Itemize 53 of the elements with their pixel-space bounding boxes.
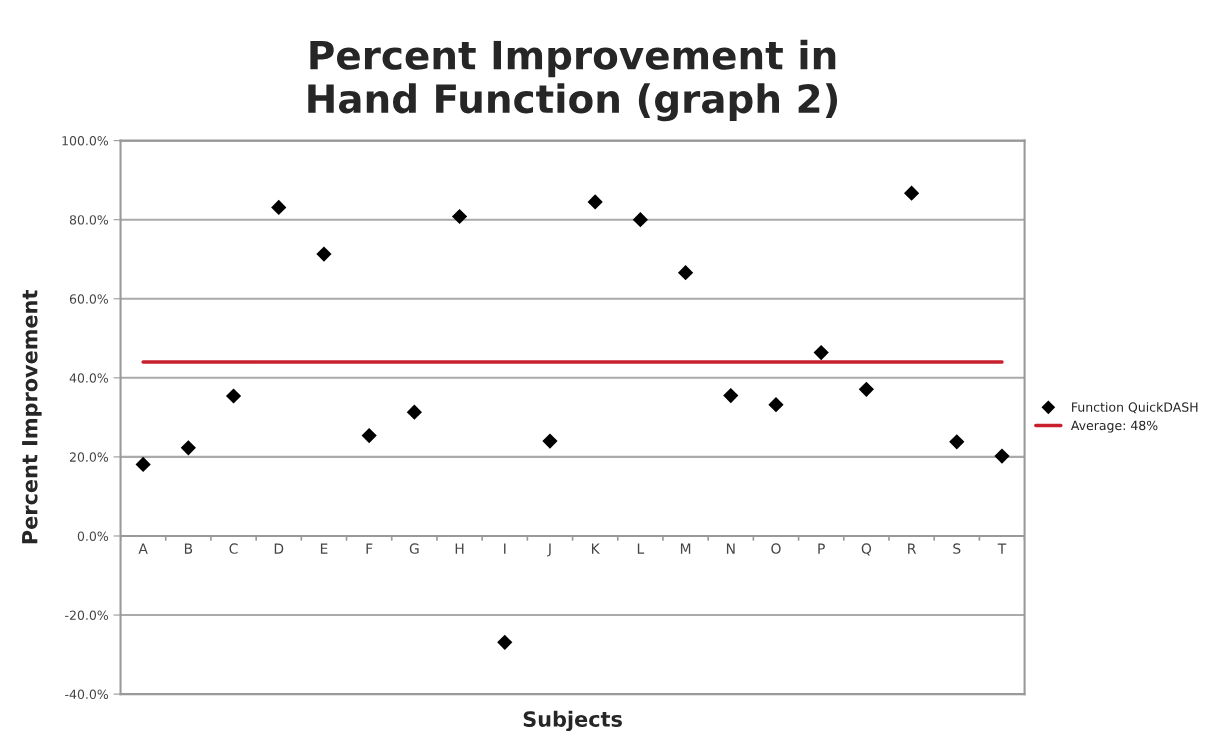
point xyxy=(497,634,513,650)
y-tick-label: 0.0% xyxy=(77,531,109,541)
x-tick-label: L xyxy=(637,543,645,554)
point xyxy=(271,199,287,216)
y-tick-label: -20.0% xyxy=(65,610,109,620)
point xyxy=(361,427,377,444)
x-tick-label: Q xyxy=(861,543,872,556)
y-tick-label: 20.0% xyxy=(69,452,109,462)
x-tick-label: H xyxy=(455,543,464,554)
y-tick-label: 80.0% xyxy=(69,215,109,225)
x-tick-label: K xyxy=(591,543,601,554)
x-tick-label: O xyxy=(771,543,781,554)
point xyxy=(723,388,739,404)
point xyxy=(949,434,965,450)
point xyxy=(135,456,151,473)
x-tick-label: F xyxy=(366,543,373,554)
point xyxy=(858,381,874,397)
point xyxy=(180,440,196,456)
point xyxy=(813,344,829,361)
y-tick-label: 100.0% xyxy=(62,136,109,146)
point xyxy=(542,433,558,449)
point xyxy=(632,212,648,228)
x-tick-label: N xyxy=(726,543,735,554)
point xyxy=(587,194,603,210)
x-tick-label: E xyxy=(320,543,328,554)
chart-title: Percent Improvement in Hand Function (graph 2) xyxy=(308,39,838,122)
y-tick-label: 40.0% xyxy=(69,373,109,383)
x-axis-title: Subjects xyxy=(523,710,622,732)
point xyxy=(225,388,242,404)
y-tick-label: -40.0% xyxy=(65,689,109,700)
y-axis-title: Percent Improvement xyxy=(22,290,42,544)
point xyxy=(316,246,332,262)
x-tick-label: C xyxy=(229,543,238,554)
x-tick-label: M xyxy=(680,543,691,554)
x-tick-label: R xyxy=(908,543,917,554)
point xyxy=(451,208,468,225)
legend-label: Average: 48% xyxy=(1070,420,1158,433)
y-tick-label: 60.0% xyxy=(69,294,109,304)
x-tick-label: S xyxy=(953,543,961,554)
point xyxy=(903,185,920,201)
x-tick-label: P xyxy=(818,543,825,554)
x-tick-label: A xyxy=(138,543,148,554)
x-tick-label: T xyxy=(997,543,1007,554)
x-tick-label: G xyxy=(409,543,419,554)
x-tick-label: B xyxy=(184,543,193,554)
point xyxy=(406,404,422,420)
point xyxy=(994,448,1010,464)
point xyxy=(768,397,784,413)
legend-label: Function QuickDASH xyxy=(1072,402,1198,414)
point xyxy=(677,265,694,281)
x-tick-label: I xyxy=(504,543,506,554)
x-tick-label: D xyxy=(274,543,284,554)
x-tick-label: J xyxy=(547,543,551,557)
